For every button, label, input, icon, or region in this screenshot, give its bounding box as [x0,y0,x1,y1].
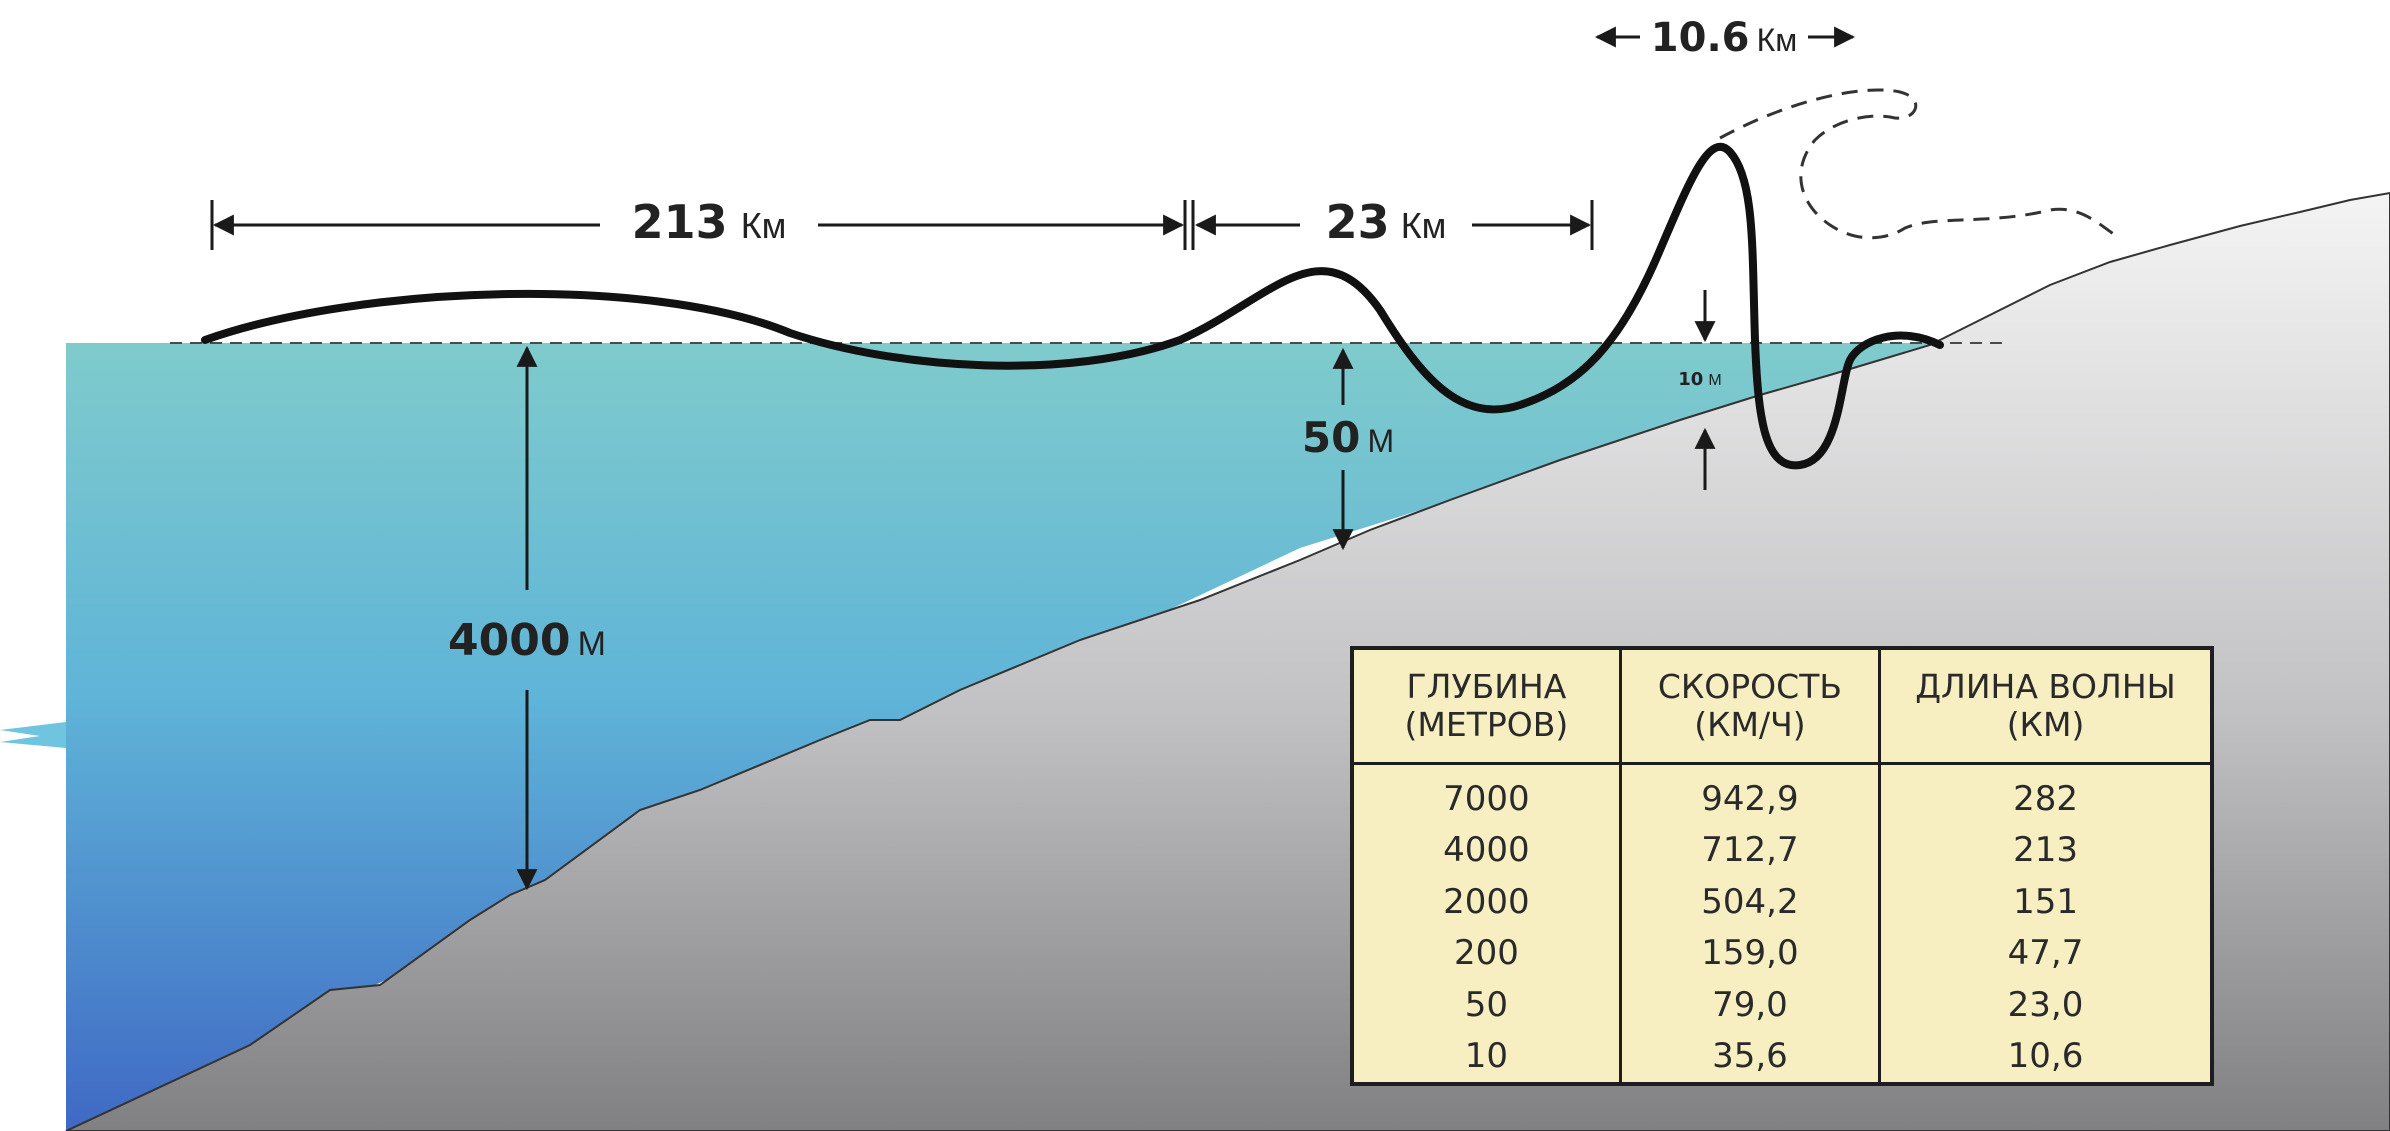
data-table-panel: ГЛУБИНА (МЕТРОВ) СКОРОСТЬ (КМ/Ч) ДЛИНА В… [1350,646,2214,1086]
cell-depth: 4000 [1354,824,1622,877]
cell-wavelength: 151 [2013,881,2078,922]
table-row: 4000 712,7 213 [1354,824,2210,877]
breaking-wave-crest [1719,88,2116,240]
cell-speed: 35,6 [1620,1030,1882,1082]
header-depth-line2: (МЕТРОВ) [1404,705,1569,744]
water-notch [0,722,66,748]
cell-depth: 10 [1354,1030,1622,1082]
header-wavelength-line1: ДЛИНА ВОЛНЫ [1915,667,2176,706]
header-depth-line1: ГЛУБИНА [1406,667,1567,706]
cell-speed: 504,2 [1620,876,1882,928]
label-50-m: 50 М [1302,413,1394,462]
label-106-km: 10.6 Км [1651,15,1797,61]
header-speed-line2: (КМ/Ч) [1694,705,1806,744]
cell-depth: 7000 [1354,763,1622,825]
header-wavelength: ДЛИНА ВОЛНЫ (КМ) [1879,650,2210,765]
header-speed-line1: СКОРОСТЬ [1657,667,1842,706]
cell-wavelength: 10,6 [2007,1036,2084,1077]
table-row: 200 159,0 47,7 [1354,927,2210,980]
depth-speed-wavelength-table: ГЛУБИНА (МЕТРОВ) СКОРОСТЬ (КМ/Ч) ДЛИНА В… [1354,650,2210,1082]
cell-wavelength: 23,0 [2007,984,2084,1025]
table-row: 10 35,6 10,6 [1354,1030,2210,1082]
label-213-km: 213 Км [632,195,787,249]
cell-speed: 79,0 [1620,979,1882,1031]
label-23-km: 23 Км [1326,195,1447,249]
cell-depth: 200 [1354,927,1622,980]
cell-wavelength: 47,7 [2007,933,2084,974]
label-10-m: 10 М [1678,369,1721,390]
cell-depth: 50 [1354,979,1622,1031]
header-depth: ГЛУБИНА (МЕТРОВ) [1354,650,1622,765]
ocean-water [66,343,1950,1131]
cell-speed: 712,7 [1620,824,1882,877]
cell-wavelength: 282 [2013,778,2078,819]
table-row: 7000 942,9 282 [1354,763,2210,825]
table-header-row: ГЛУБИНА (МЕТРОВ) СКОРОСТЬ (КМ/Ч) ДЛИНА В… [1354,650,2210,765]
cell-speed: 159,0 [1620,927,1882,980]
header-wavelength-line2: (КМ) [2006,705,2085,744]
wave-profile [201,142,1944,470]
table-row: 50 79,0 23,0 [1354,979,2210,1031]
cell-speed: 942,9 [1620,763,1882,825]
header-speed: СКОРОСТЬ (КМ/Ч) [1620,650,1882,765]
label-4000-m: 4000 М [448,615,606,666]
cell-wavelength: 213 [2013,830,2078,871]
cell-depth: 2000 [1354,876,1622,928]
table-row: 2000 504,2 151 [1354,876,2210,928]
